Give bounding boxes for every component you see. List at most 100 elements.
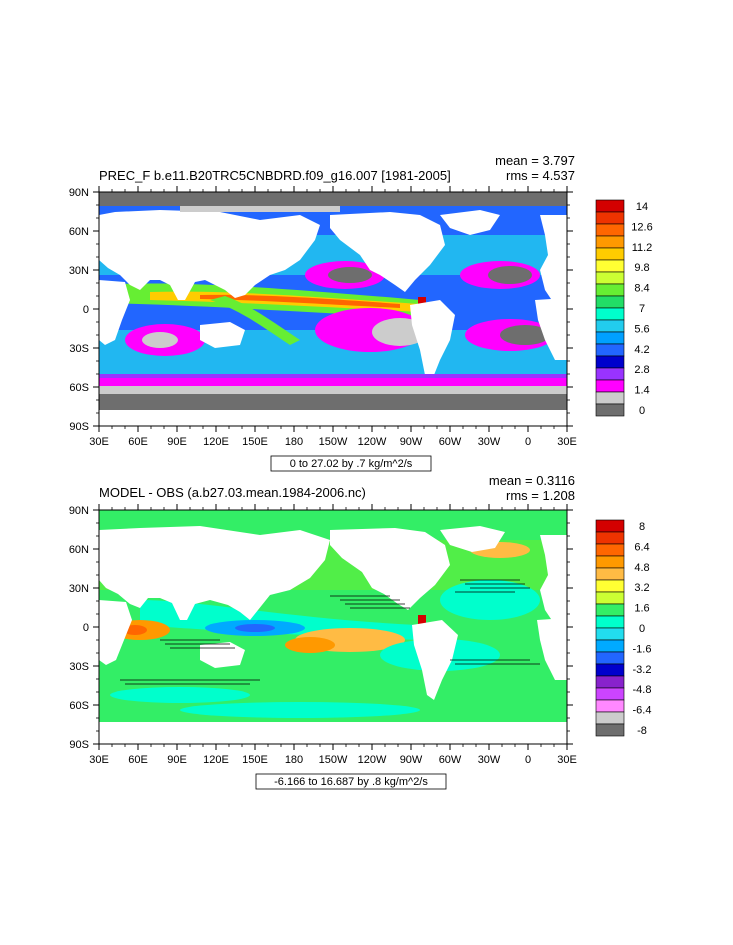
colorbar-swatch [595, 283, 625, 297]
land-mask [99, 526, 567, 700]
y-tick-label: 30N [69, 265, 89, 277]
y-tick-label: 90N [69, 505, 89, 517]
colorbar-swatch [595, 615, 625, 629]
sh-magenta-band [99, 378, 567, 386]
x-tick-label: 180 [285, 754, 303, 766]
x-tick-label: 30W [478, 436, 501, 448]
colorbar-swatch [595, 295, 625, 309]
colorbar-label: 3.2 [634, 582, 649, 594]
precip-panel: PREC_F b.e11.B20TRC5CNBDRD.f09_g16.007 [… [69, 153, 653, 472]
so-deficit [180, 702, 420, 718]
x-tick-label: 150E [242, 436, 268, 448]
x-tick-label: 0 [525, 754, 531, 766]
colorbar-label: -4.8 [633, 684, 652, 696]
colorbar-label: -3.2 [633, 664, 652, 676]
hatching [120, 579, 540, 685]
colorbar-swatch [595, 651, 625, 665]
range-note-box [255, 773, 447, 790]
difference-panel: MODEL - OBS (a.b27.03.mean.1984-2006.nc)… [69, 473, 652, 790]
y-tick-label: 0 [83, 622, 89, 634]
x-tick-label: 60W [439, 436, 462, 448]
itcz-max [418, 297, 426, 307]
x-tick-label: 90E [167, 754, 187, 766]
y-tick-label: 60N [69, 226, 89, 238]
x-tick-label: 30E [557, 754, 577, 766]
y-tick-label: 60S [69, 700, 89, 712]
sio-deficit [110, 687, 250, 703]
colorbar-swatch [595, 235, 625, 249]
x-tick-label: 120E [203, 754, 229, 766]
x-tick-label: 120W [358, 754, 387, 766]
colorbar-label: 7 [639, 303, 645, 315]
colorbar-swatch [595, 343, 625, 357]
mean-label: mean = 3.797 [495, 153, 575, 168]
range-note-box [270, 455, 432, 472]
colorbar-swatch [595, 247, 625, 261]
rms-label: rms = 4.537 [506, 168, 575, 183]
rms-label: rms = 1.208 [506, 488, 575, 503]
colorbar-swatch [595, 379, 625, 393]
colorbar-label: -8 [637, 725, 647, 737]
colorbar-label: 8 [639, 521, 645, 533]
sh-light-band [99, 386, 567, 394]
x-tick-label: 120E [203, 436, 229, 448]
map-field [99, 510, 567, 744]
spcz [210, 296, 300, 345]
colorbar-swatch [595, 567, 625, 581]
y-axis: 90N 60N 30N 0 30S 60S 90S [69, 505, 573, 751]
y-tick-label: 60S [69, 382, 89, 394]
colorbar-swatch [595, 543, 625, 557]
colorbar-label: 4.8 [634, 562, 649, 574]
colorbar-label: -6.4 [633, 705, 652, 717]
x-tick-label: 60E [128, 436, 148, 448]
colorbar-swatch [595, 675, 625, 689]
arctic-grey [99, 192, 567, 206]
antarctica [99, 410, 567, 426]
colorbar-swatch [595, 555, 625, 569]
colorbar-swatch [595, 403, 625, 417]
x-tick-label: 30E [89, 436, 109, 448]
colorbar-swatch [595, 391, 625, 405]
max-point [418, 615, 426, 627]
west-pacific-core [235, 624, 275, 632]
y-tick-label: 30S [69, 343, 89, 355]
colorbar: 8 6.4 4.8 3.2 1.6 0 -1.6 -3.2 -4.8 -6.4 -8 [595, 519, 652, 737]
colorbar-swatch [595, 627, 625, 641]
colorbar: 14 12.6 11.2 9.8 8.4 7 5.6 4.2 2.8 1.4 0 [595, 199, 653, 417]
colorbar-swatch [595, 319, 625, 333]
y-tick-label: 90N [69, 187, 89, 199]
x-tick-label: 60W [439, 754, 462, 766]
colorbar-swatch [595, 603, 625, 617]
colorbar-swatch [595, 259, 625, 273]
colorbar-swatch [595, 591, 625, 605]
panel-title: MODEL - OBS (a.b27.03.mean.1984-2006.nc) [99, 485, 366, 500]
itcz-core [200, 294, 400, 308]
x-tick-label: 150W [319, 436, 348, 448]
colorbar-label: 14 [636, 201, 648, 213]
na-deficit [440, 580, 540, 620]
colorbar-swatch [595, 211, 625, 225]
x-tick-label: 60E [128, 754, 148, 766]
y-tick-label: 30N [69, 583, 89, 595]
colorbar-label: 9.8 [634, 262, 649, 274]
colorbar-swatch [595, 639, 625, 653]
io-dry-core [142, 332, 178, 348]
colorbar-label: 5.6 [634, 323, 649, 335]
y-tick-label: 30S [69, 661, 89, 673]
colorbar-swatch [595, 223, 625, 237]
x-tick-label: 90E [167, 436, 187, 448]
x-tick-label: 0 [525, 436, 531, 448]
x-axis: 30E 60E 90E 120E 150E 180 150W 120W 90W 60W 30W 0 30… [89, 504, 577, 766]
arctic-light [180, 206, 340, 212]
range-note: 0 to 27.02 by .7 kg/m^2/s [290, 458, 413, 470]
sa-dry-core [500, 325, 550, 345]
colorbar-swatch [595, 199, 625, 213]
colorbar-swatch [595, 331, 625, 345]
colorbar-swatch [595, 579, 625, 593]
x-tick-label: 90W [400, 754, 423, 766]
colorbar-label: -1.6 [633, 643, 652, 655]
land-mask [99, 210, 567, 380]
map-field [99, 192, 567, 426]
colorbar-swatch [595, 723, 625, 737]
